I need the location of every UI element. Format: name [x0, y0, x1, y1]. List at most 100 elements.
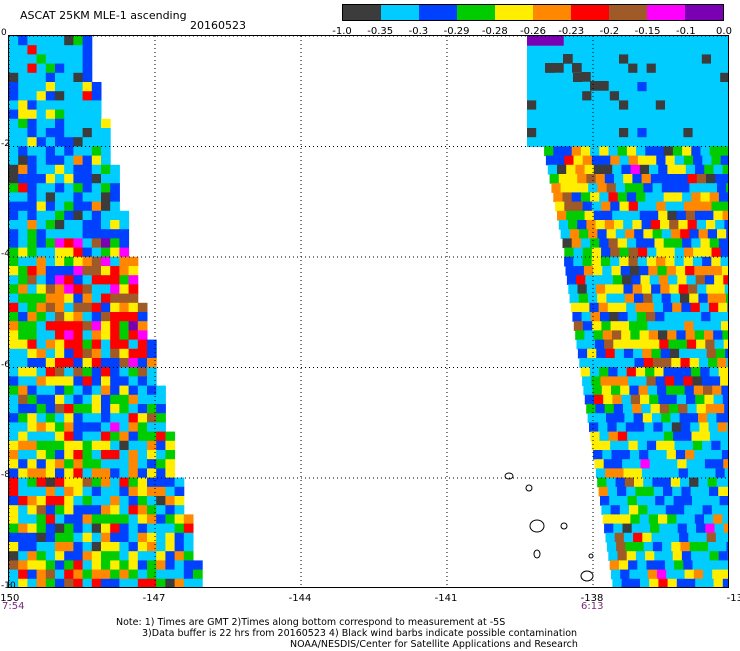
swath-cell — [683, 110, 693, 120]
swath-cell — [686, 211, 696, 221]
lat-tick-label: -2 — [1, 138, 10, 150]
swath-cell — [628, 64, 638, 74]
swath-cell — [110, 478, 120, 488]
swath-cell — [37, 432, 47, 442]
swath-cell — [9, 422, 19, 432]
swath-cell — [9, 137, 19, 147]
swath-cell — [639, 266, 649, 276]
swath-cell — [612, 395, 622, 405]
swath-cell — [696, 275, 706, 285]
swath-cell — [720, 45, 728, 55]
swath-cell — [602, 266, 612, 276]
swath-cell — [18, 303, 28, 313]
swath-cell — [9, 156, 19, 166]
swath-cell — [693, 54, 703, 64]
swath-cell — [73, 229, 83, 239]
swath-cell — [711, 54, 721, 64]
swath-cell — [73, 358, 83, 368]
swath-cell — [83, 294, 93, 304]
swath-cell — [698, 413, 708, 423]
swath-cell — [73, 54, 83, 64]
swath-cell — [704, 579, 714, 587]
swath-cell — [147, 422, 157, 432]
swath-cell — [583, 257, 593, 267]
swath-cell — [46, 248, 56, 258]
swath-cell — [724, 340, 728, 350]
swath-cell — [83, 478, 93, 488]
swath-cell — [603, 395, 613, 405]
swath-cell — [696, 459, 706, 469]
swath-cell — [147, 386, 157, 396]
swath-cell — [667, 266, 677, 276]
swath-cell — [675, 156, 685, 166]
swath-cell — [110, 376, 120, 386]
swath-cell — [92, 487, 102, 497]
swath-cell — [715, 524, 725, 534]
lon-tick-label: -141 — [435, 593, 458, 605]
swath-cell — [37, 340, 47, 350]
swath-cell — [110, 284, 120, 294]
swath-cell — [650, 524, 660, 534]
swath-cell — [18, 36, 28, 46]
swath-cell — [658, 165, 668, 175]
swath-cell — [138, 404, 148, 414]
swath-cell — [110, 468, 120, 478]
swath-cell — [693, 45, 703, 55]
swath-cell — [674, 91, 684, 101]
swath-cell — [175, 487, 185, 497]
swath-cell — [656, 110, 666, 120]
swath-cell — [83, 275, 93, 285]
swath-cell — [677, 275, 687, 285]
swath-cell — [46, 183, 56, 193]
swath-cell — [583, 248, 593, 258]
swath-cell — [73, 137, 83, 147]
swath-cell — [592, 202, 602, 212]
swath-cell — [55, 395, 65, 405]
swath-cell — [564, 110, 574, 120]
swath-cell — [598, 422, 608, 432]
swath-cell — [584, 266, 594, 276]
swath-cell — [647, 128, 657, 138]
swath-cell — [73, 459, 83, 469]
lon-tick-label: -144 — [289, 593, 312, 605]
swath-cell — [681, 422, 691, 432]
swath-cell — [184, 514, 194, 524]
swath-cell — [677, 165, 687, 175]
swath-cell — [64, 524, 74, 534]
swath-cell — [706, 404, 716, 414]
swath-cell — [536, 100, 546, 110]
swath-cell — [129, 266, 139, 276]
swath-cell — [73, 349, 83, 359]
swath-cell — [725, 284, 728, 294]
swath-cell — [648, 570, 658, 580]
swath-cell — [83, 386, 93, 396]
swath-cell — [648, 266, 658, 276]
swath-cell — [119, 294, 129, 304]
swath-cell — [578, 284, 588, 294]
swath-cell — [629, 505, 639, 515]
swath-cell — [119, 367, 129, 377]
swath-cell — [119, 395, 129, 405]
swath-cell — [619, 376, 629, 386]
swath-cell — [110, 450, 120, 460]
swath-cell — [64, 91, 74, 101]
swath-cell — [647, 248, 657, 258]
swath-cell — [37, 174, 47, 184]
swath-cell — [675, 570, 685, 580]
swath-cell — [610, 128, 620, 138]
swath-cell — [18, 542, 28, 552]
swath-cell — [138, 459, 148, 469]
swath-cell — [64, 82, 74, 92]
swath-cell — [73, 468, 83, 478]
swath-cell — [73, 478, 83, 488]
swath-cell — [73, 284, 83, 294]
swath-cell — [9, 560, 19, 570]
swath-cell — [55, 119, 65, 129]
swath-cell — [722, 266, 728, 276]
swath-cell — [647, 376, 657, 386]
swath-cell — [656, 91, 666, 101]
swath-cell — [9, 294, 19, 304]
swath-cell — [691, 303, 701, 313]
swath-cell — [545, 54, 555, 64]
swath-cell — [566, 211, 576, 221]
